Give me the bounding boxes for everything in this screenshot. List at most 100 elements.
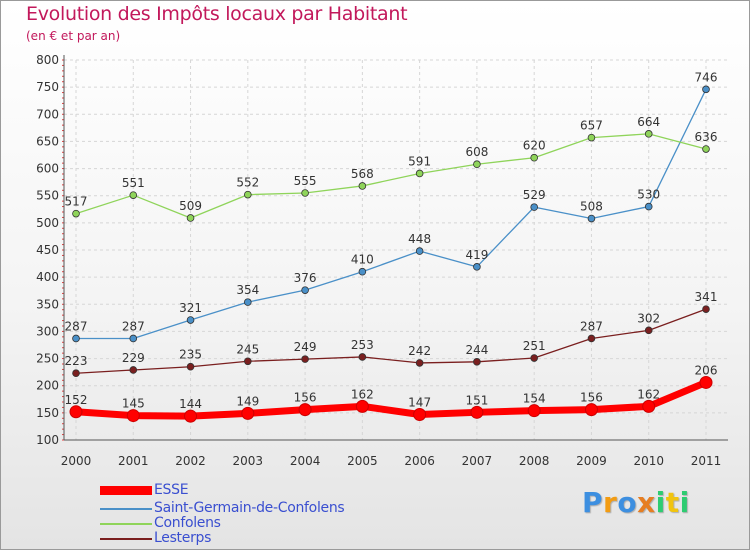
data-label: 154: [523, 392, 546, 406]
legend-label-confolens: Confolens: [154, 515, 221, 531]
data-label: 746: [695, 70, 718, 84]
data-point: [415, 169, 424, 178]
legend-swatch-esse: [100, 486, 152, 495]
y-tick-label: 750: [36, 80, 59, 94]
data-label: 147: [408, 395, 431, 409]
data-point: [186, 214, 195, 222]
data-label: 229: [122, 351, 145, 365]
data-label: 555: [294, 174, 317, 188]
data-label: 410: [351, 253, 374, 267]
legend-item-esse: ESSE: [100, 482, 420, 498]
y-tick-label: 200: [36, 379, 59, 393]
data-point: [358, 353, 367, 361]
series-line: [75, 133, 707, 219]
legend-label-lesterps: Lesterps: [154, 530, 212, 546]
data-label: 162: [351, 387, 374, 401]
data-point: [301, 189, 309, 197]
data-label: 419: [465, 248, 488, 262]
data-label: 354: [236, 283, 259, 297]
data-label: 144: [179, 397, 202, 411]
x-tick-label: 2004: [290, 454, 321, 468]
data-point: [301, 355, 309, 363]
data-label: 517: [65, 195, 88, 209]
x-tick-label: 2000: [61, 454, 92, 468]
data-point: [244, 357, 252, 366]
data-label: 149: [236, 394, 259, 408]
data-label: 657: [580, 119, 603, 133]
data-label: 508: [580, 200, 603, 214]
data-point: [584, 403, 598, 417]
data-label: 156: [580, 391, 603, 405]
data-label: 235: [179, 348, 202, 362]
data-point: [72, 334, 80, 343]
y-tick-label: 450: [36, 243, 59, 257]
logo-letter: t: [665, 486, 680, 519]
legend-item-confolens: Confolens: [100, 515, 420, 531]
data-point: [644, 202, 653, 211]
x-tick-label: 2009: [576, 454, 607, 468]
data-label: 529: [523, 188, 546, 202]
data-point: [298, 403, 312, 417]
data-point: [126, 409, 140, 423]
y-tick-label: 700: [36, 107, 59, 121]
proxiti-logo[interactable]: Proxiti: [582, 486, 690, 519]
data-point: [244, 190, 252, 199]
data-label: 287: [65, 319, 88, 333]
data-label: 509: [179, 199, 202, 213]
data-label: 287: [122, 319, 145, 333]
data-label: 568: [351, 167, 374, 181]
data-point: [587, 133, 596, 142]
logo-letter: i: [655, 486, 666, 519]
legend-label-esse: ESSE: [154, 482, 189, 498]
data-label: 249: [294, 340, 317, 354]
data-label: 223: [65, 354, 88, 368]
y-tick-label: 650: [36, 134, 59, 148]
data-point: [702, 305, 710, 313]
data-label: 591: [408, 154, 431, 168]
data-label: 162: [637, 387, 660, 401]
data-label: 636: [695, 130, 718, 144]
data-point: [470, 405, 484, 419]
data-point: [72, 209, 80, 218]
data-point: [530, 153, 538, 162]
chart-title: Evolution des Impôts locaux par Habitant: [26, 3, 408, 25]
data-point: [358, 267, 367, 276]
logo-letter: x: [637, 486, 656, 519]
x-tick-label: 2008: [519, 454, 550, 468]
data-point: [587, 214, 596, 223]
data-point: [415, 359, 424, 367]
x-tick-label: 2006: [404, 454, 435, 468]
data-label: 156: [294, 391, 317, 405]
data-label: 608: [465, 145, 488, 159]
x-tick-label: 2001: [118, 454, 149, 468]
data-point: [186, 362, 195, 371]
x-tick-label: 2003: [233, 454, 264, 468]
logo-letter: P: [582, 486, 604, 519]
data-label: 448: [408, 232, 431, 246]
y-tick-label: 600: [36, 162, 59, 176]
data-point: [244, 298, 252, 306]
data-label: 376: [294, 271, 317, 285]
data-point: [699, 375, 713, 389]
data-label: 551: [122, 176, 145, 190]
data-point: [702, 85, 710, 94]
data-label: 552: [236, 176, 259, 190]
logo-letter: o: [617, 486, 638, 519]
x-tick-label: 2007: [462, 454, 493, 468]
x-tick-label: 2011: [691, 454, 722, 468]
data-point: [241, 406, 255, 420]
y-tick-label: 400: [36, 270, 59, 284]
data-label: 530: [637, 188, 660, 202]
data-label: 251: [523, 339, 546, 353]
logo-letter: r: [603, 486, 618, 519]
x-tick-label: 2002: [175, 454, 206, 468]
data-label: 242: [408, 344, 431, 358]
data-point: [301, 286, 309, 294]
data-point: [129, 366, 138, 374]
series-line: [75, 308, 707, 374]
data-label: 244: [465, 343, 488, 357]
data-point: [473, 358, 481, 366]
data-point: [415, 247, 424, 255]
